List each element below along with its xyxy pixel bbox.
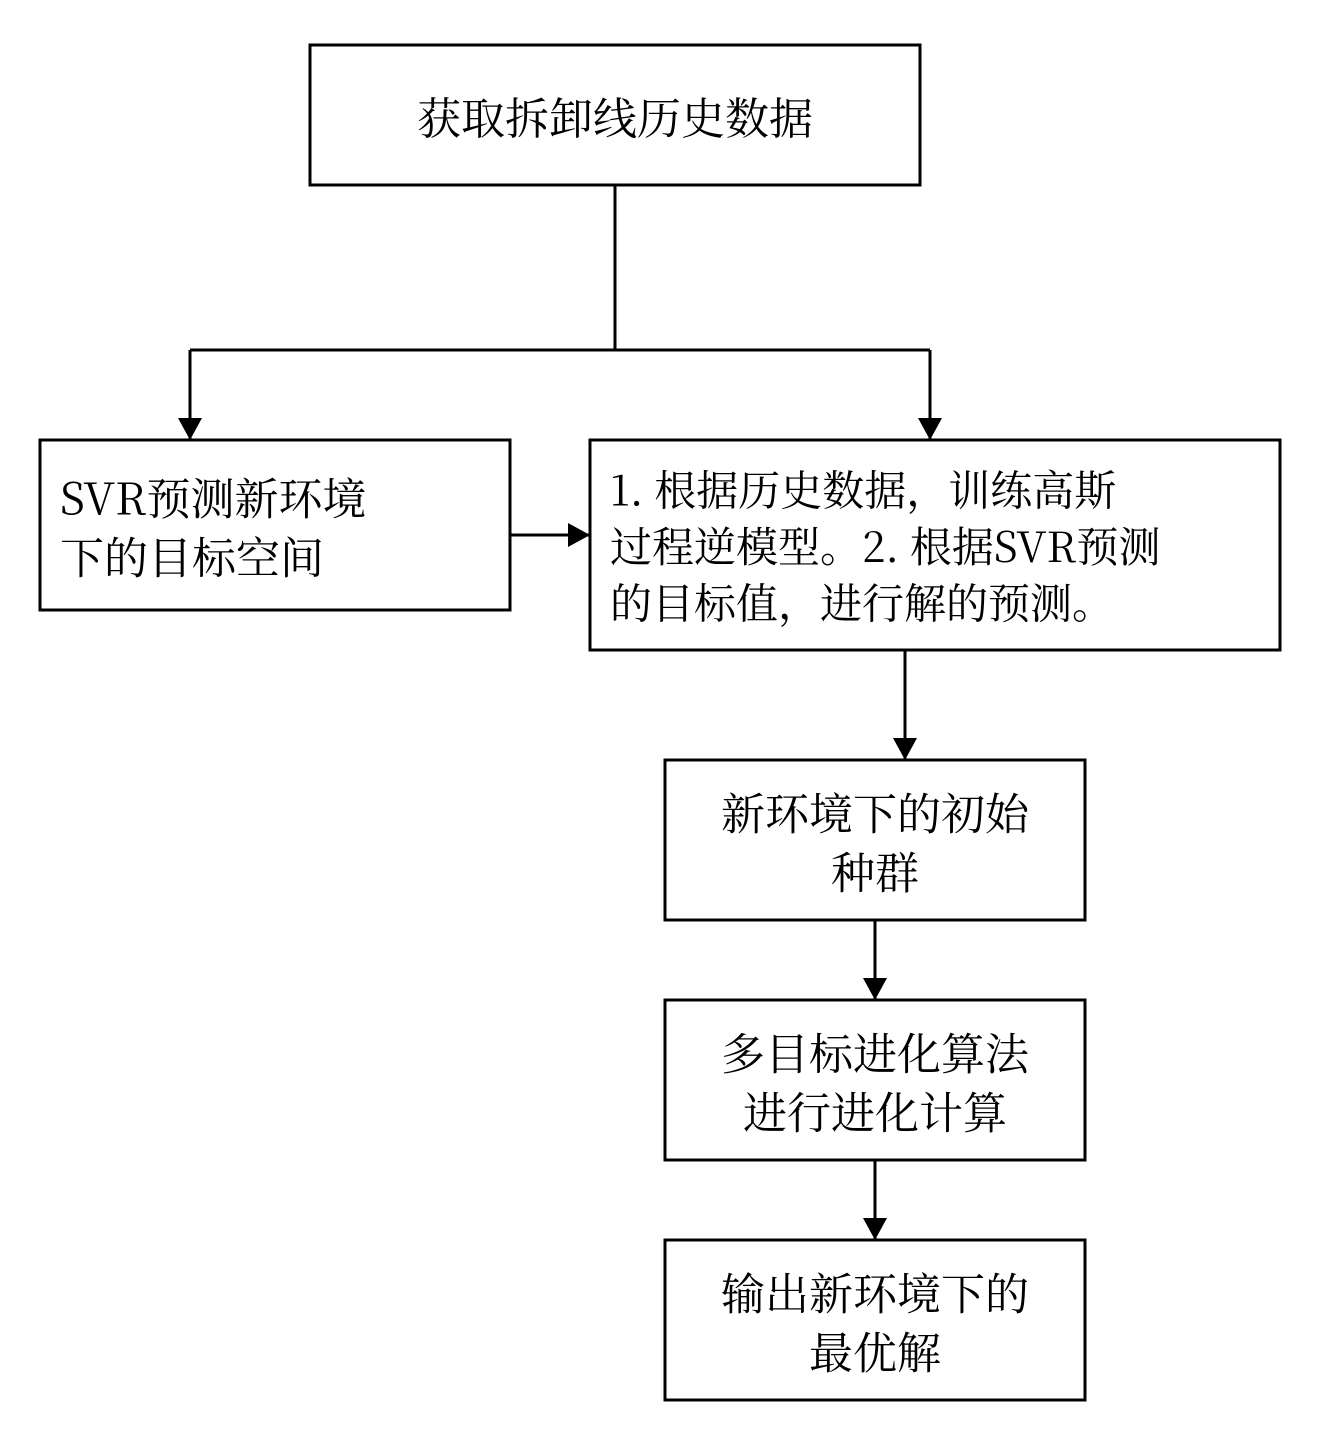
- flow-node-n1: 获取拆卸线历史数据: [310, 45, 920, 185]
- flowchart-canvas: 获取拆卸线历史数据 SVR预测新环境下的目标空间 1. 根据历史数据，训练高斯过程逆…: [0, 0, 1329, 1431]
- flow-node-n6-line-0: 输出新环境下的: [721, 1258, 1029, 1322]
- flow-node-n2-line-1: 下的目标空间: [60, 523, 324, 587]
- flow-node-n6: 输出新环境下的最优解: [665, 1240, 1085, 1400]
- flow-node-n1-line-0: 获取拆卸线历史数据: [417, 83, 813, 147]
- flow-node-n4: 新环境下的初始种群: [665, 760, 1085, 920]
- flow-node-n3-line-2: 的目标值，进行解的预测。: [610, 572, 1114, 632]
- flow-node-n3: 1. 根据历史数据，训练高斯过程逆模型。2. 根据SVR预测的目标值，进行解的预…: [590, 440, 1280, 650]
- nodes-layer: 获取拆卸线历史数据 SVR预测新环境下的目标空间 1. 根据历史数据，训练高斯过程逆…: [40, 45, 1280, 1400]
- flow-node-n2-line-0: SVR预测新环境: [60, 463, 367, 527]
- flow-node-n4-line-1: 种群: [831, 838, 919, 902]
- flow-node-n4-line-0: 新环境下的初始: [721, 778, 1031, 842]
- flow-node-n5-line-1: 进行进化计算: [743, 1078, 1007, 1142]
- flow-node-n6-line-1: 最优解: [809, 1318, 941, 1382]
- flow-node-n5: 多目标进化算法进行进化计算: [665, 1000, 1085, 1160]
- flow-node-n2: SVR预测新环境下的目标空间: [40, 440, 510, 610]
- flow-node-n5-line-0: 多目标进化算法: [721, 1018, 1030, 1082]
- flow-node-n3-line-1: 过程逆模型。2. 根据SVR预测: [610, 515, 1161, 575]
- flow-node-n3-line-0: 1. 根据历史数据，训练高斯: [610, 458, 1116, 518]
